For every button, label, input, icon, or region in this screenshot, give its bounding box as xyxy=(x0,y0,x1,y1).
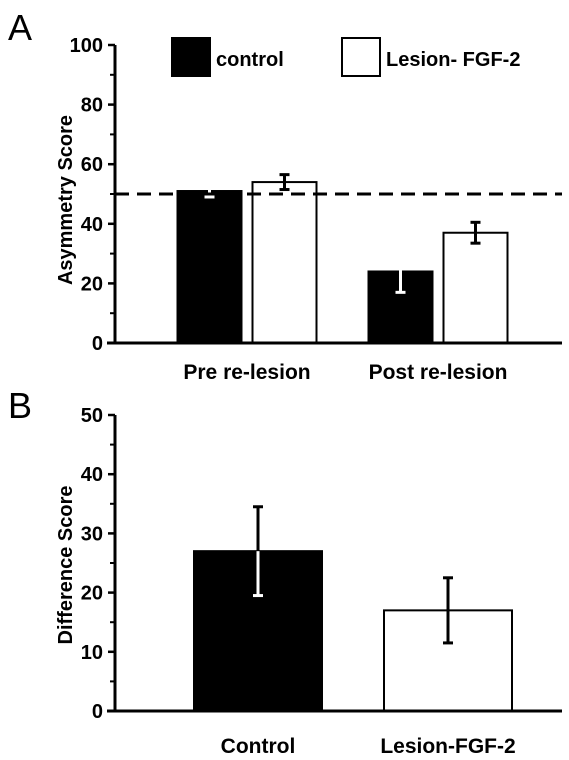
b-tick-label: 20 xyxy=(81,583,103,605)
a-tick-label: 80 xyxy=(81,95,103,117)
panel-a: A Asymmetry Score 0 20 40 60 80 100 Pre re-le… xyxy=(8,7,562,384)
panel-b-error-bars xyxy=(253,505,453,645)
bar-lesion-fgf2-pre xyxy=(251,181,318,344)
a-tick-label: 40 xyxy=(81,214,103,236)
panel-b-bars xyxy=(193,550,513,712)
category-label: Control xyxy=(221,735,296,758)
a-tick-label: 100 xyxy=(70,35,103,57)
panel-b-y-ticks: 0 10 20 30 40 50 xyxy=(81,405,115,723)
bar-lesion-fgf2-post xyxy=(442,231,509,345)
panel-b-letter: B xyxy=(8,385,32,426)
panel-a-category-labels: Pre re-lesion Post re-lesion xyxy=(183,361,507,384)
bar-control-pre xyxy=(176,190,243,344)
b-tick-label: 50 xyxy=(81,405,103,427)
a-tick-label: 0 xyxy=(92,333,103,355)
panel-b: B Difference Score 0 10 20 30 40 50 Control Le… xyxy=(8,385,562,758)
panel-a-bars xyxy=(176,181,509,345)
panel-a-error-bars xyxy=(204,173,481,294)
a-tick-label: 20 xyxy=(81,273,103,295)
category-label: Lesion-FGF-2 xyxy=(380,735,515,758)
panel-a-legend: control Lesion- FGF-2 xyxy=(171,37,520,77)
panel-b-category-labels: Control Lesion-FGF-2 xyxy=(221,735,516,758)
legend-swatch-lesion-fgf2 xyxy=(341,37,381,77)
panel-a-axes xyxy=(107,45,562,345)
panel-b-y-axis-label: Difference Score xyxy=(55,486,77,645)
a-tick-label: 60 xyxy=(81,154,103,176)
b-tick-label: 10 xyxy=(81,642,103,664)
panel-b-axes xyxy=(107,415,562,713)
b-tick-label: 0 xyxy=(92,701,103,723)
category-label: Pre re-lesion xyxy=(183,361,310,384)
b-tick-label: 30 xyxy=(81,523,103,545)
legend-label-lesion-fgf2: Lesion- FGF-2 xyxy=(386,49,520,71)
category-label: Post re-lesion xyxy=(369,361,508,384)
panel-a-y-axis-label: Asymmetry Score xyxy=(55,115,77,285)
legend-swatch-control xyxy=(171,37,211,77)
panel-a-letter: A xyxy=(8,7,32,48)
b-tick-label: 40 xyxy=(81,464,103,486)
legend-label-control: control xyxy=(216,49,284,71)
panel-a-y-ticks: 0 20 40 60 80 100 xyxy=(70,35,115,355)
